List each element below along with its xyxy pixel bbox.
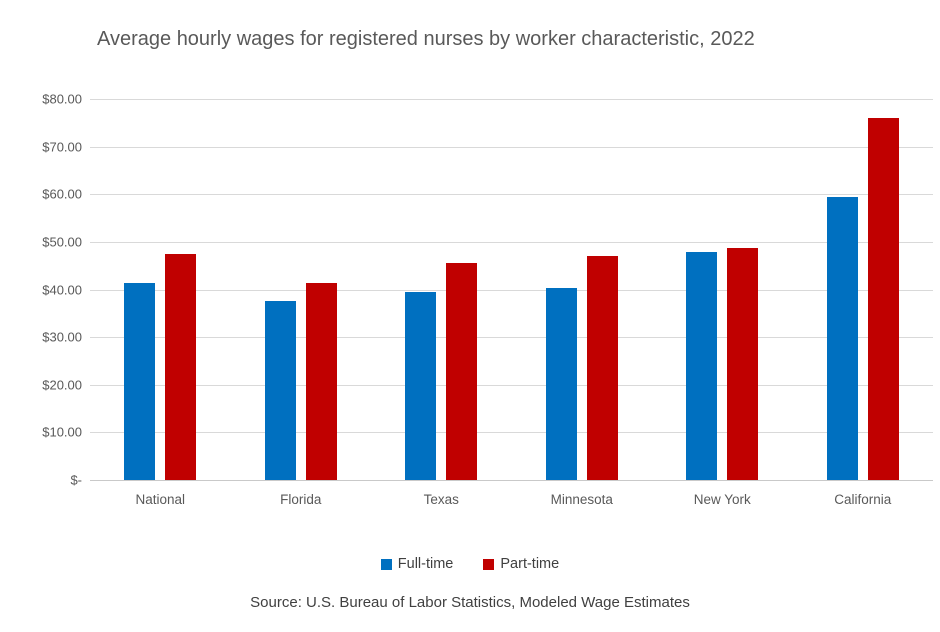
legend-swatch-part-time xyxy=(483,558,495,570)
bar-full-time-florida xyxy=(264,301,296,480)
legend-swatch-full-time xyxy=(380,558,392,570)
y-tick-label-0: $- xyxy=(70,472,82,488)
gridline-80 xyxy=(90,99,933,100)
y-tick-label-40: $40.00 xyxy=(42,282,82,297)
bar-full-time-texas xyxy=(405,291,437,480)
bar-part-time-texas xyxy=(446,262,478,480)
bar-full-time-minnesota xyxy=(545,287,577,480)
legend-item-full-time: Full-time xyxy=(380,556,454,572)
y-tick-label-50: $50.00 xyxy=(42,234,82,250)
y-tick-label-30: $30.00 xyxy=(42,329,82,345)
y-tick-label-20: $20.00 xyxy=(42,377,82,393)
y-tick-label-10: $10.00 xyxy=(42,424,82,440)
legend-label-full-time: Full-time xyxy=(397,556,454,572)
source-note: Source: U.S. Bureau of Labor Statistics,… xyxy=(250,594,690,611)
x-category-label-national: National xyxy=(135,492,186,507)
y-tick-label-80: $80.00 xyxy=(42,91,82,107)
x-category-label-california: California xyxy=(834,492,892,507)
y-tick-label-60: $60.00 xyxy=(42,186,82,202)
bar-full-time-new-york xyxy=(686,252,718,480)
plot-area xyxy=(90,99,933,481)
legend-label-part-time: Part-time xyxy=(500,556,560,572)
bar-part-time-national xyxy=(165,254,197,480)
gridline-70 xyxy=(90,146,933,148)
bar-full-time-california xyxy=(826,196,858,480)
bar-part-time-new-york xyxy=(727,248,759,480)
legend-item-part-time: Part-time xyxy=(483,556,559,572)
x-category-label-florida: Florida xyxy=(280,492,322,507)
gridline-10 xyxy=(90,432,933,434)
gridline-50 xyxy=(90,241,933,243)
bar-part-time-minnesota xyxy=(586,255,618,480)
x-category-label-minnesota: Minnesota xyxy=(550,492,613,507)
y-axis-labels: $- $10.00 $20.00 $30.00 $40.00 $50.00 $60.00 $7… xyxy=(0,92,82,488)
x-axis-labels: National Florida Texas Minnesota New York Cal… xyxy=(90,492,933,512)
bar-part-time-california xyxy=(867,117,899,480)
y-tick-label-70: $70.00 xyxy=(42,139,82,155)
bar-full-time-national xyxy=(124,283,156,480)
gridline-40 xyxy=(90,289,933,291)
x-category-label-texas: Texas xyxy=(423,492,459,507)
x-category-label-new-york: New York xyxy=(693,492,751,507)
gridline-20 xyxy=(90,384,933,386)
gridline-60 xyxy=(90,194,933,196)
chart-legend: Full-time Part-time xyxy=(0,556,940,572)
gridline-30 xyxy=(90,337,933,339)
chart-title: Average hourly wages for registered nurs… xyxy=(97,28,755,50)
bar-part-time-florida xyxy=(305,282,337,480)
